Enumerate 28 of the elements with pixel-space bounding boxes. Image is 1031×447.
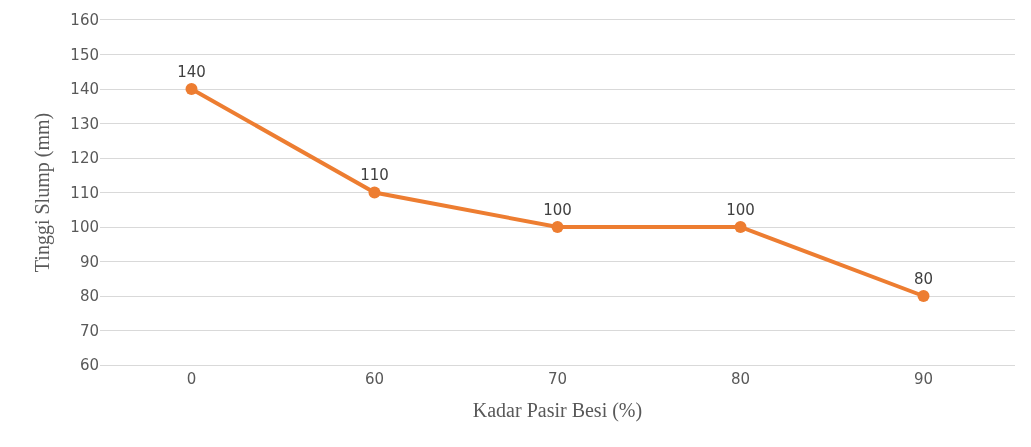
data-label: 140	[177, 62, 206, 81]
y-tick-label: 140	[70, 80, 99, 99]
y-tick-label: 70	[79, 321, 99, 340]
point	[368, 186, 381, 199]
point	[734, 221, 747, 233]
y-tick-label: 100	[70, 218, 99, 237]
y-tick-label: 120	[70, 149, 99, 168]
x-tick-label: 70	[547, 370, 568, 388]
point	[551, 221, 564, 233]
x-tick-label: 0	[186, 370, 197, 388]
x-tick-label: 90	[913, 370, 934, 388]
x-tick-label: 60	[364, 370, 385, 388]
y-tick-label: 80	[79, 287, 99, 306]
x-tick-label: 80	[730, 370, 751, 388]
x-axis-title: Kadar Pasir Besi (%)	[472, 398, 643, 422]
y-tick-label: 160	[70, 11, 99, 30]
data-label: 110	[360, 166, 389, 185]
y-tick-label: 130	[70, 114, 99, 133]
y-tick-label: 90	[79, 252, 99, 271]
y-tick-label: 110	[70, 183, 99, 202]
y-axis-title: Tinggi Slump (mm)	[30, 112, 54, 273]
point	[917, 290, 930, 302]
data-label: 80	[913, 269, 934, 288]
data-label: 100	[543, 200, 572, 219]
data-label: 100	[726, 200, 755, 219]
y-tick-label: 150	[70, 45, 99, 64]
point	[185, 83, 198, 95]
y-tick-label: 60	[79, 356, 99, 375]
